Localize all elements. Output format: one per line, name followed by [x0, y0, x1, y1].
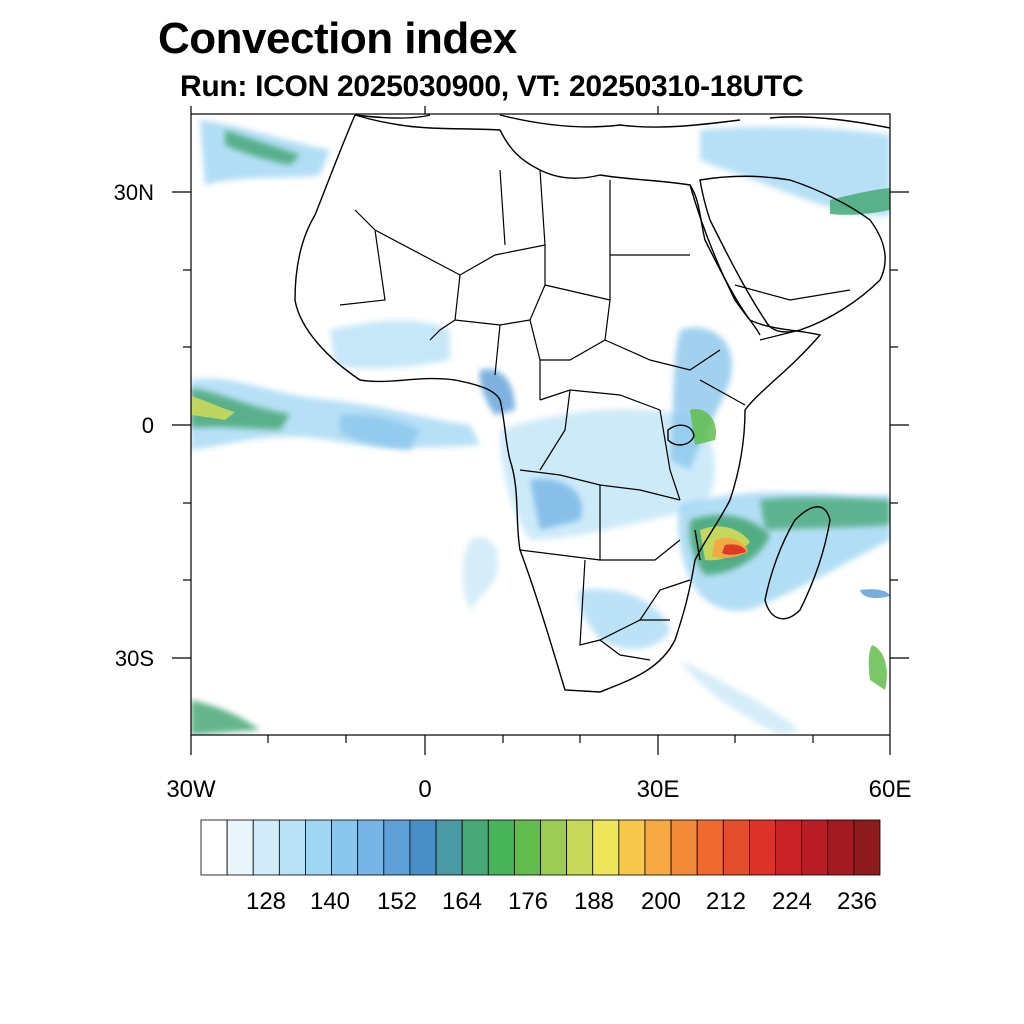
- colorbar-box: [853, 819, 881, 876]
- lon-label-30e: 30E: [636, 776, 680, 803]
- colorbar: [200, 819, 881, 876]
- chart-title: Convection index: [158, 14, 517, 63]
- colorbar-tick-label: 224: [771, 888, 813, 915]
- colorbar-box: [696, 819, 724, 876]
- chart-subtitle: Run: ICON 2025030900, VT: 20250310-18UTC: [180, 70, 804, 103]
- colorbar-tick-label: 140: [309, 888, 351, 915]
- colorbar-tick-label: 128: [245, 888, 287, 915]
- colorbar-box: [226, 819, 254, 876]
- colorbar-box: [540, 819, 568, 876]
- colorbar-box: [357, 819, 385, 876]
- axis-ticks: [172, 106, 909, 755]
- colorbar-box: [487, 819, 515, 876]
- colorbar-box: [435, 819, 463, 876]
- colorbar-tick-label: 200: [640, 888, 682, 915]
- colorbar-tick-label: 164: [441, 888, 483, 915]
- colorbar-box: [749, 819, 776, 876]
- colorbar-box: [801, 819, 829, 876]
- colorbar-box: [252, 819, 280, 876]
- lon-label-30w: 30W: [166, 776, 216, 803]
- colorbar-tick-label: 212: [705, 888, 747, 915]
- convection-field: [191, 120, 890, 735]
- colorbar-tick-label: 188: [573, 888, 615, 915]
- colorbar-box: [618, 819, 646, 876]
- colorbar-box: [409, 819, 437, 876]
- coastlines: [294, 114, 890, 693]
- colorbar-tick-label: 152: [376, 888, 418, 915]
- colorbar-box: [305, 819, 332, 876]
- colorbar-box: [513, 819, 541, 876]
- lat-label-0: 0: [141, 413, 154, 438]
- colorbar-box: [383, 819, 411, 876]
- colorbar-box: [566, 819, 594, 876]
- colorbar-box: [331, 819, 359, 876]
- colorbar-tick-label: 176: [507, 888, 549, 915]
- colorbar-box: [827, 819, 855, 876]
- colorbar-box: [278, 819, 306, 876]
- country-borders: [339, 169, 851, 661]
- lon-label-0: 0: [418, 776, 432, 803]
- colorbar-tick-label: 236: [836, 888, 878, 915]
- lon-label-60e: 60E: [868, 776, 912, 803]
- colorbar-box: [644, 819, 672, 876]
- lat-label-30s: 30S: [114, 646, 154, 671]
- colorbar-box: [200, 819, 228, 876]
- colorbar-box: [670, 819, 698, 876]
- lat-label-30n: 30N: [113, 180, 154, 205]
- colorbar-box: [722, 819, 750, 876]
- colorbar-box: [592, 819, 620, 876]
- colorbar-box: [775, 819, 803, 876]
- colorbar-box: [461, 819, 489, 876]
